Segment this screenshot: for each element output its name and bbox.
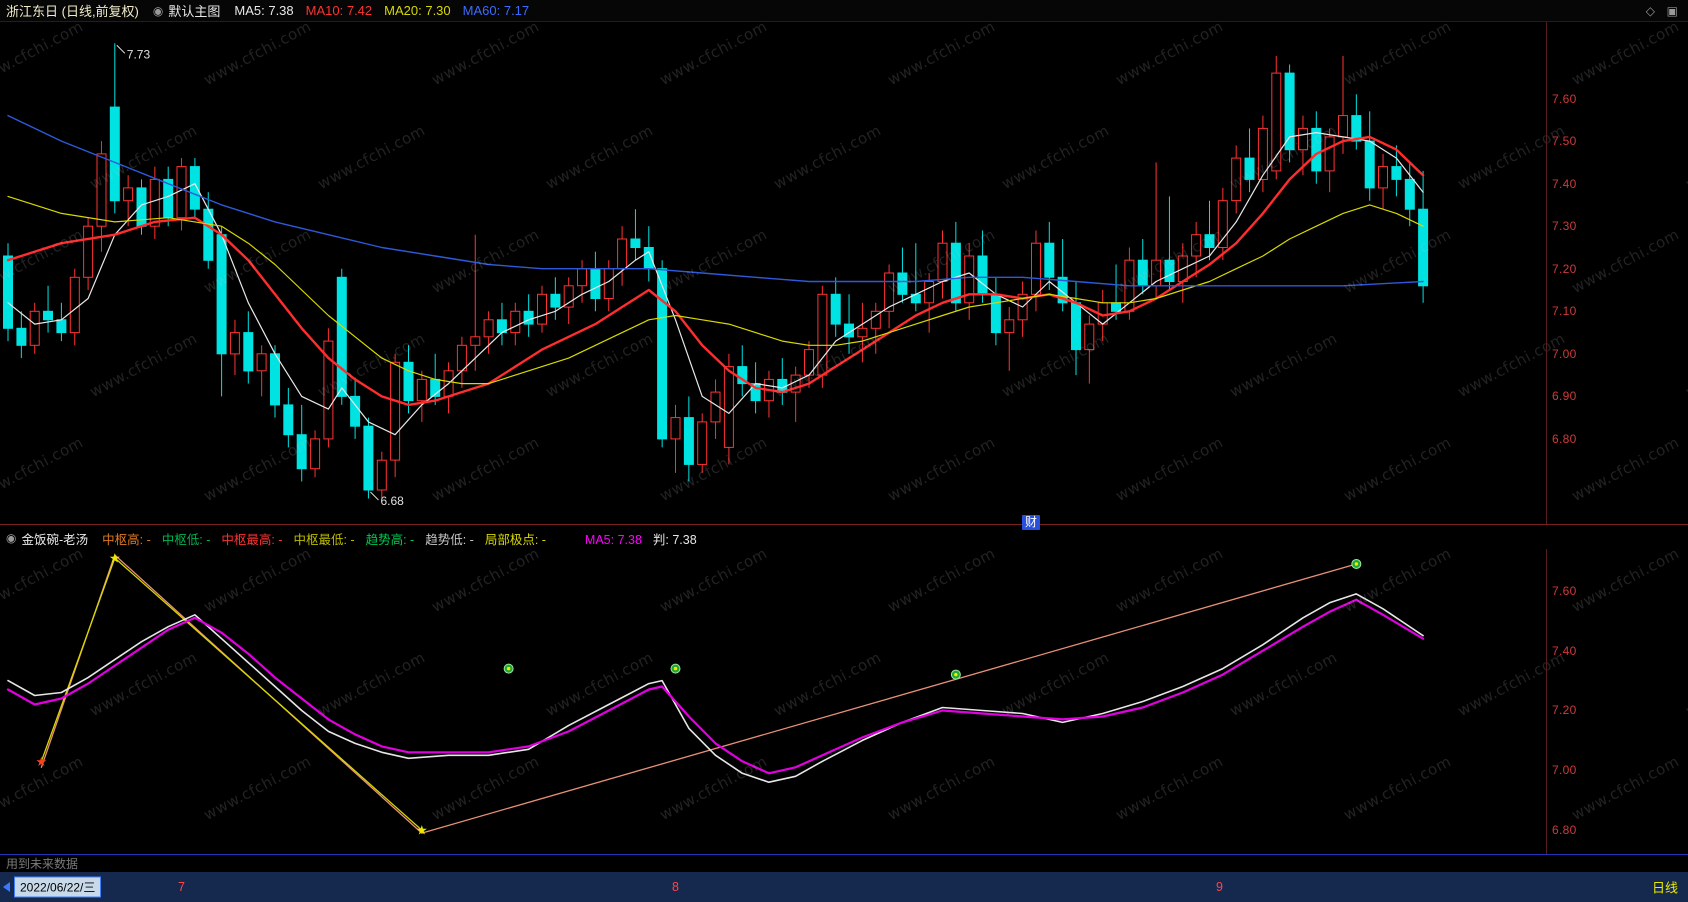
indicator-param-label: MA5: 7.38 — [584, 532, 642, 547]
indicator-param-label: 局部极点: - — [484, 532, 546, 547]
indicator-header: ◉ 金饭碗-老汤 中枢高: - 中枢低: - 中枢最高: - 中枢最低: - 趋势高: … — [0, 527, 1688, 549]
ma-value-labels: MA5: 7.38 MA10: 7.42 MA20: 7.30 MA60: 7.17 — [234, 3, 541, 18]
axis-price-label: 6.80 — [1552, 823, 1577, 837]
month-axis-label: 9 — [1216, 880, 1223, 894]
axis-price-label: 7.00 — [1552, 347, 1577, 361]
indicator-param-values: 中枢高: - 中枢低: - 中枢最高: - 中枢最低: - 趋势高: - 趋势低: - 局部… — [102, 529, 708, 548]
title-bar: 浙江东日 (日线,前复权) ◉ 默认主图 MA5: 7.38 MA10: 7.42… — [0, 0, 1688, 22]
axis-price-label: 7.00 — [1552, 763, 1577, 777]
topbar-icons: ◇ ▣ — [1642, 3, 1682, 18]
indicator-price-axis: 7.60 7.40 7.20 7.00 6.80 — [1546, 549, 1688, 854]
ma-label: MA60: 7.17 — [462, 3, 530, 18]
candlestick-chart[interactable]: 7.73 6.68 — [0, 22, 1546, 524]
axis-price-label: 7.60 — [1552, 92, 1577, 106]
diamond-icon[interactable]: ◇ — [1645, 4, 1656, 18]
main-price-axis: 7.60 7.50 7.40 7.30 7.20 7.10 7.00 6.90 6.80 — [1546, 22, 1688, 524]
svg-text:★: ★ — [36, 754, 48, 769]
stock-title: 浙江东日 (日线,前复权) — [6, 4, 139, 19]
window-icon[interactable]: ▣ — [1666, 4, 1678, 18]
svg-text:7.73: 7.73 — [127, 47, 151, 61]
panel-divider[interactable]: 财 — [0, 515, 1688, 530]
cai-badge: 财 — [1022, 515, 1041, 530]
indicator-panel[interactable]: ★ ★ ★ www.cfchi.com www.cfchi.com www.cfchi.… — [0, 549, 1688, 854]
month-axis-label: 8 — [672, 880, 679, 894]
status-bar: 2022/06/22/三 7 8 9 日线 — [0, 872, 1688, 902]
ma-label: MA10: 7.42 — [305, 3, 373, 18]
axis-price-label: 6.90 — [1552, 389, 1577, 403]
ma-label: MA5: 7.38 — [234, 3, 294, 18]
main-indicator-name[interactable]: 默认主图 — [168, 4, 221, 19]
axis-price-label: 7.50 — [1552, 134, 1577, 148]
indicator-param-label: 判: 7.38 — [652, 532, 697, 547]
axis-price-label: 7.60 — [1552, 584, 1577, 598]
indicator-toggle-icon[interactable]: ◉ — [152, 3, 164, 18]
future-data-note: 用到未来数据 — [6, 857, 79, 871]
indicator-param-label: 趋势高: - — [365, 532, 415, 547]
indicator-param-label: 趋势低: - — [425, 532, 474, 547]
month-axis-label: 7 — [178, 880, 185, 894]
date-box: 2022/06/22/三 — [14, 876, 102, 898]
axis-price-label: 7.10 — [1552, 304, 1577, 318]
axis-price-label: 7.20 — [1552, 703, 1577, 717]
indicator-name[interactable]: 金饭碗-老汤 — [21, 532, 89, 547]
indicator-param-label: 中枢最低: - — [293, 532, 355, 547]
svg-text:★: ★ — [109, 550, 121, 565]
svg-text:6.68: 6.68 — [380, 494, 404, 508]
indicator-param-label: 中枢最高: - — [221, 532, 283, 547]
main-chart-panel[interactable]: 7.73 6.68 www.cfchi.com www.cfchi.com www.c… — [0, 22, 1688, 524]
axis-price-label: 7.40 — [1552, 177, 1577, 191]
indicator-chart[interactable]: ★ ★ ★ — [0, 549, 1546, 854]
note-row: 用到未来数据 — [0, 854, 1688, 872]
ma-label: MA20: 7.30 — [384, 3, 451, 18]
indicator-collapse-icon[interactable]: ◉ — [6, 531, 17, 545]
svg-text:★: ★ — [416, 823, 428, 838]
indicator-param-label: 中枢高: - — [102, 532, 151, 547]
axis-price-label: 6.80 — [1552, 432, 1577, 446]
axis-price-label: 7.20 — [1552, 262, 1577, 276]
indicator-param-label: 中枢低: - — [161, 532, 211, 547]
axis-price-label: 7.40 — [1552, 644, 1577, 658]
axis-price-label: 7.30 — [1552, 219, 1577, 233]
scroll-left-icon[interactable] — [3, 882, 10, 892]
period-label[interactable]: 日线 — [1651, 880, 1678, 896]
